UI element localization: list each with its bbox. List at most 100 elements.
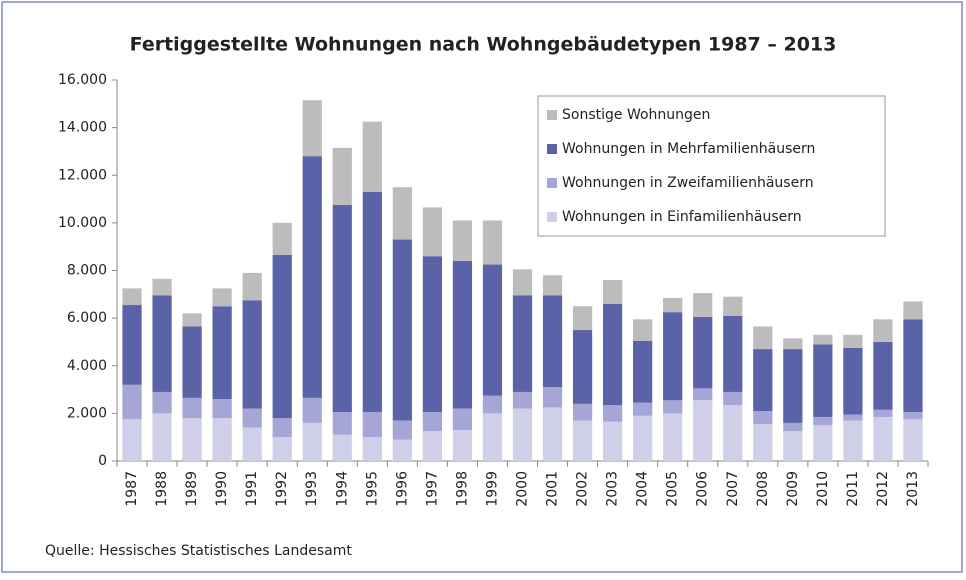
bar-segment	[482, 395, 503, 414]
bar-segment	[633, 319, 653, 341]
bar-segment	[843, 334, 863, 348]
bar-segment	[152, 391, 172, 414]
bar-segment	[302, 397, 322, 423]
bar-segment	[242, 427, 262, 461]
x-tick-label: 2007	[725, 471, 741, 507]
legend-swatch	[547, 144, 557, 154]
chart-title: Fertiggestellte Wohnungen nach Wohngebäu…	[130, 34, 837, 56]
bar-segment	[362, 121, 382, 192]
bar-segment	[212, 418, 232, 461]
bar-segment	[512, 295, 533, 392]
bar-segment	[392, 439, 412, 461]
bar-segment	[302, 156, 322, 398]
legend-label: Sonstige Wohnungen	[562, 107, 710, 123]
bar-segment	[212, 306, 232, 400]
bar-segment	[422, 207, 443, 257]
bar-segment	[813, 425, 833, 461]
bar-segment	[693, 400, 713, 461]
x-tick-label: 1991	[244, 471, 260, 507]
bar-segment	[572, 420, 593, 461]
bar-segment	[843, 414, 863, 421]
x-tick-label: 2005	[665, 471, 681, 507]
x-tick-label: 1994	[334, 471, 350, 507]
bar-segment	[152, 295, 172, 392]
bar-segment	[542, 295, 563, 388]
bar-segment	[122, 384, 142, 420]
bar-segment	[182, 326, 202, 398]
bar-segment	[182, 313, 202, 327]
bar-segment	[482, 220, 503, 265]
bar-segment	[783, 422, 803, 432]
bar-segment	[452, 220, 473, 261]
y-tick-label: 6.000	[67, 310, 107, 326]
bar-segment	[332, 147, 352, 206]
bar-segment	[663, 413, 683, 461]
bar-segment	[332, 205, 352, 413]
y-tick-label: 10.000	[58, 215, 107, 231]
bar-segment	[753, 349, 773, 411]
x-tick-label: 2013	[905, 471, 921, 507]
x-tick-label: 1992	[274, 471, 290, 507]
bar-segment	[572, 403, 593, 421]
bar-segment	[693, 316, 713, 389]
bar-segment	[723, 405, 743, 461]
bar-segment	[122, 305, 142, 385]
legend-swatch	[547, 212, 557, 222]
bar-segment	[452, 430, 473, 461]
source: Quelle: Hessisches Statistisches Landesa…	[45, 543, 352, 559]
legend-label: Wohnungen in Einfamilienhäusern	[562, 209, 802, 225]
x-tick-label: 1997	[424, 471, 440, 507]
bar-segment	[572, 306, 593, 331]
bar-segment	[242, 408, 262, 428]
bar-segment	[422, 431, 443, 461]
bar-segment	[723, 391, 743, 406]
bar-segment	[122, 419, 142, 461]
x-tick-label: 2009	[785, 471, 801, 507]
bar-segment	[242, 300, 262, 409]
x-tick-label: 2001	[545, 471, 561, 507]
bar-segment	[512, 269, 533, 296]
bar-segment	[783, 338, 803, 350]
bar-segment	[633, 402, 653, 416]
bar-segment	[753, 424, 773, 461]
bar-segment	[753, 410, 773, 425]
x-tick-label: 2004	[635, 471, 651, 507]
bar-segment	[422, 412, 443, 432]
bar-segment	[783, 431, 803, 461]
bar-segment	[693, 388, 713, 401]
bar-segment	[542, 387, 563, 408]
bar-segment	[602, 405, 623, 422]
x-tick-label: 1995	[364, 471, 380, 507]
bar-segment	[903, 419, 923, 461]
bar-segment	[572, 330, 593, 404]
x-tick-label: 2000	[515, 471, 531, 507]
x-tick-label: 1993	[304, 471, 320, 507]
bar-segment	[452, 408, 473, 431]
bar-segment	[873, 341, 893, 410]
bar-segment	[783, 349, 803, 423]
bar-segment	[392, 239, 412, 421]
x-tick-label: 2006	[695, 471, 711, 507]
bar-segment	[182, 418, 202, 461]
bar-segment	[212, 399, 232, 419]
bar-segment	[452, 260, 473, 409]
x-tick-label: 1990	[214, 471, 230, 507]
bar-segment	[873, 319, 893, 342]
x-tick-label: 1989	[184, 471, 200, 507]
bar-segment	[302, 422, 322, 461]
bar-segment	[843, 420, 863, 461]
legend-label: Wohnungen in Zweifamilienhäusern	[562, 175, 814, 191]
bar-segment	[272, 255, 292, 419]
x-tick-label: 2002	[575, 471, 591, 507]
legend-box	[537, 95, 886, 237]
bar-segment	[723, 315, 743, 392]
bar-segment	[392, 187, 412, 240]
bar-segment	[723, 296, 743, 316]
bar-segment	[362, 412, 382, 438]
bar-segment	[633, 415, 653, 461]
bar-segment	[422, 256, 443, 413]
bar-segment	[843, 347, 863, 415]
legend-swatch	[547, 110, 557, 120]
x-tick-label: 1996	[394, 471, 410, 507]
